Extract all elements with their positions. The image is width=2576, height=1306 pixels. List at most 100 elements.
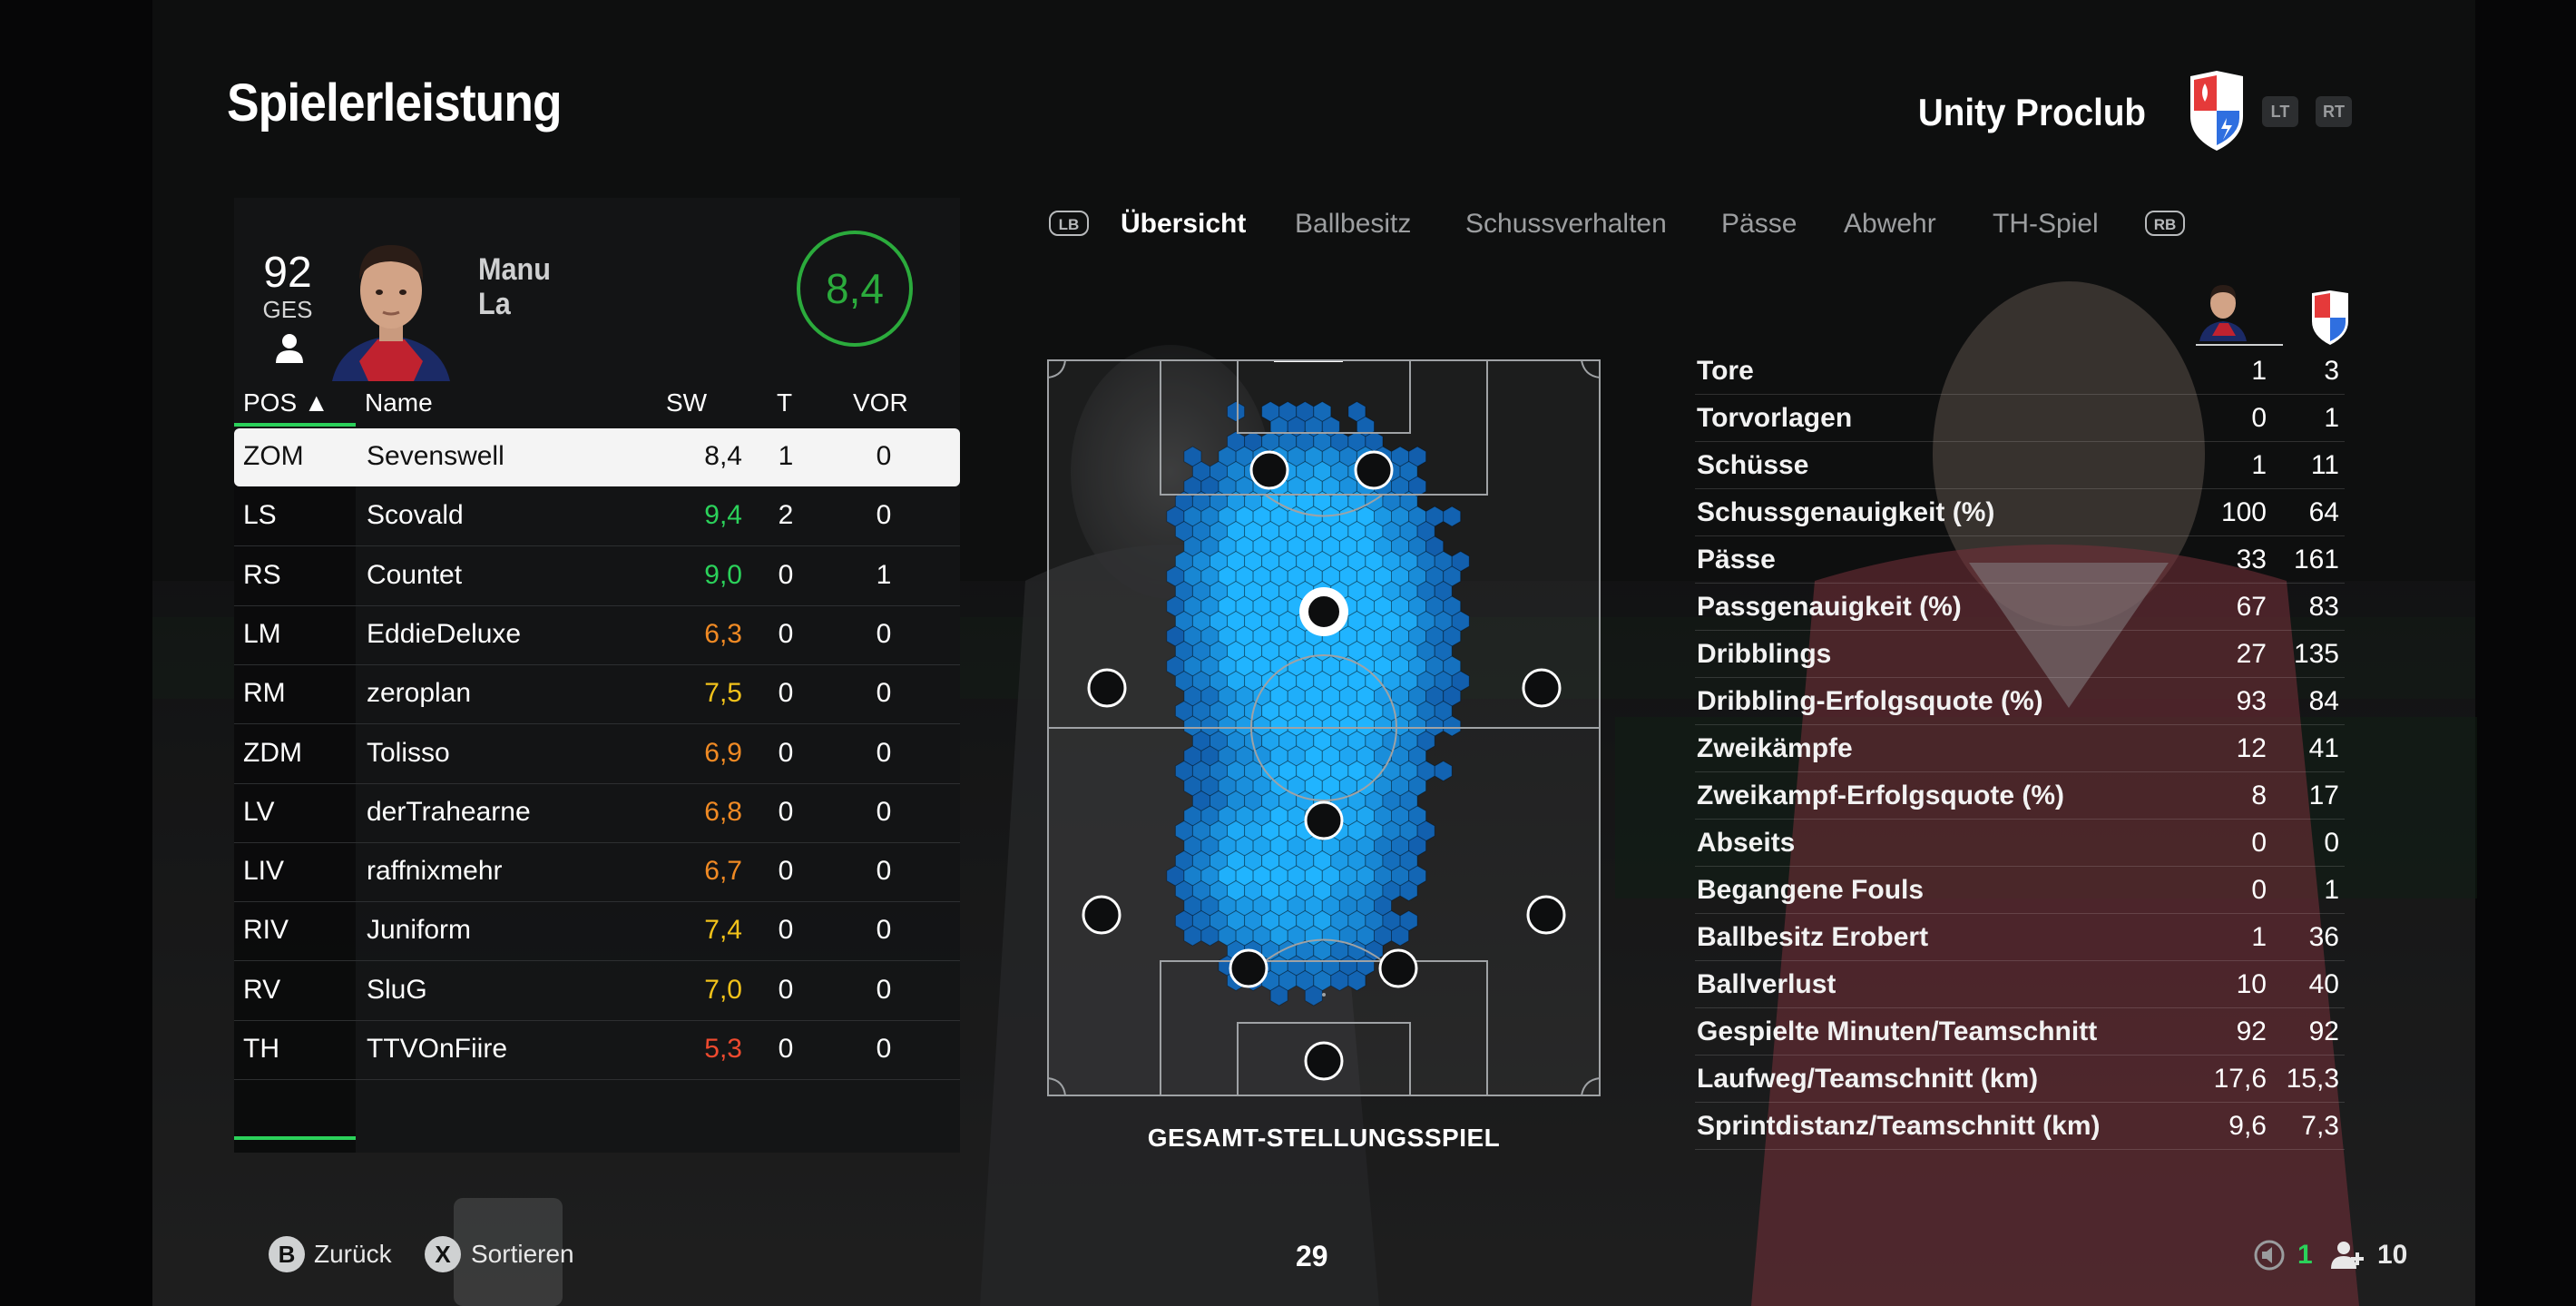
pos-cell: RV bbox=[243, 974, 281, 1005]
table-row[interactable]: RS Countet 9,0 0 1 bbox=[234, 547, 960, 606]
name-cell: Scovald bbox=[367, 500, 464, 531]
stat-player-value: 0 bbox=[2251, 828, 2267, 858]
lb-bumper-icon[interactable]: LB bbox=[1049, 211, 1089, 236]
stat-player-value: 12 bbox=[2236, 733, 2267, 763]
table-row[interactable]: ZDM Tolisso 6,9 0 0 bbox=[234, 725, 960, 784]
goals-cell: 0 bbox=[778, 796, 794, 827]
stat-team-value: 92 bbox=[2308, 1016, 2339, 1046]
position-column bbox=[234, 428, 356, 1153]
team-mini-crest-icon bbox=[2312, 290, 2348, 345]
goals-cell: 0 bbox=[778, 856, 794, 887]
table-row[interactable]: TH TTVOnFiire 5,3 0 0 bbox=[234, 1021, 960, 1080]
player-mini-avatar-icon bbox=[2196, 285, 2283, 346]
assists-cell: 0 bbox=[876, 618, 892, 649]
back-label[interactable]: Zurück bbox=[314, 1240, 392, 1268]
table-row[interactable]: LS Scovald 9,4 2 0 bbox=[234, 487, 960, 547]
stat-row: Begangene Fouls 0 1 bbox=[1695, 867, 2345, 914]
heat-cell bbox=[1269, 985, 1288, 1007]
rating-cell: 9,0 bbox=[704, 559, 742, 590]
heat-cell bbox=[1227, 400, 1246, 423]
tab-th-spiel[interactable]: TH-Spiel bbox=[1993, 209, 2099, 239]
rating-cell: 7,0 bbox=[704, 974, 742, 1005]
column-header-name[interactable]: Name bbox=[365, 388, 433, 417]
heat-cell bbox=[1330, 969, 1349, 992]
person-icon bbox=[276, 334, 303, 363]
stat-player-value: 93 bbox=[2236, 686, 2267, 716]
assists-cell: 0 bbox=[876, 974, 892, 1005]
players-icon bbox=[2331, 1242, 2364, 1269]
stat-player-value: 27 bbox=[2236, 639, 2267, 669]
assists-cell: 0 bbox=[876, 856, 892, 887]
table-row[interactable]: LIV raffnixmehr 6,7 0 0 bbox=[234, 843, 960, 903]
stat-label: Sprintdistanz/Teamschnitt (km) bbox=[1697, 1111, 2101, 1141]
table-row[interactable]: LM EddieDeluxe 6,3 0 0 bbox=[234, 606, 960, 665]
heat-cell bbox=[1443, 715, 1462, 737]
goals-cell: 0 bbox=[778, 678, 794, 709]
name-cell: Juniform bbox=[367, 915, 472, 946]
stat-label: Gespielte Minuten/Teamschnitt bbox=[1697, 1016, 2098, 1046]
lt-trigger-icon[interactable]: LT bbox=[2262, 96, 2298, 127]
formation-dot bbox=[1378, 948, 1418, 988]
stat-row: Ballbesitz Erobert 1 36 bbox=[1695, 914, 2345, 961]
stat-label: Schüsse bbox=[1697, 450, 1809, 480]
x-button-icon[interactable]: X bbox=[425, 1236, 461, 1272]
table-row[interactable]: LV derTrahearne 6,8 0 0 bbox=[234, 784, 960, 843]
column-header-t[interactable]: T bbox=[777, 388, 793, 417]
tab-paesse[interactable]: Pässe bbox=[1721, 209, 1797, 239]
stat-row: Laufweg/Teamschnitt (km) 17,6 15,3 bbox=[1695, 1056, 2345, 1103]
goals-cell: 0 bbox=[778, 915, 794, 946]
overall-label: GES bbox=[262, 296, 313, 323]
page-number: 29 bbox=[1296, 1240, 1328, 1272]
rating-cell: 7,5 bbox=[704, 678, 742, 709]
formation-dot bbox=[1229, 948, 1268, 988]
player-avatar bbox=[332, 245, 450, 381]
assists-cell: 1 bbox=[876, 559, 892, 590]
page-title: Spielerleistung bbox=[227, 74, 563, 133]
heat-cell bbox=[1399, 879, 1418, 902]
stat-row: Torvorlagen 0 1 bbox=[1695, 395, 2345, 442]
heat-cell bbox=[1391, 925, 1410, 947]
stat-label: Passgenauigkeit (%) bbox=[1697, 592, 1962, 622]
goals-cell: 0 bbox=[778, 974, 794, 1005]
stat-player-value: 0 bbox=[2251, 875, 2267, 905]
table-row[interactable]: ZOM Sevenswell 8,4 1 0 bbox=[234, 428, 960, 486]
sort-label[interactable]: Sortieren bbox=[471, 1240, 574, 1268]
table-row[interactable]: RIV Juniform 7,4 0 0 bbox=[234, 902, 960, 962]
tab-uebersicht[interactable]: Übersicht bbox=[1121, 209, 1247, 239]
formation-dot bbox=[1522, 668, 1562, 708]
tab-schussverhalten[interactable]: Schussverhalten bbox=[1465, 209, 1667, 239]
rb-bumper-icon[interactable]: RB bbox=[2145, 211, 2185, 236]
table-row[interactable]: RM zeroplan 7,5 0 0 bbox=[234, 665, 960, 725]
stat-team-value: 40 bbox=[2308, 969, 2339, 999]
player-first-name: Manu bbox=[478, 252, 551, 287]
formation-dot bbox=[1082, 895, 1121, 935]
assists-cell: 0 bbox=[876, 915, 892, 946]
rating-cell: 5,3 bbox=[704, 1034, 742, 1064]
club-name: Unity Proclub bbox=[1917, 91, 2146, 133]
formation-dots bbox=[1082, 450, 1566, 1081]
pos-cell: RM bbox=[243, 678, 286, 709]
column-header-pos[interactable]: POS ▲ bbox=[243, 388, 329, 417]
formation-dot bbox=[1304, 1041, 1344, 1081]
stat-label: Ballbesitz Erobert bbox=[1697, 922, 1929, 952]
name-cell: Countet bbox=[367, 559, 463, 590]
tab-abwehr[interactable]: Abwehr bbox=[1844, 209, 1936, 239]
tab-ballbesitz[interactable]: Ballbesitz bbox=[1295, 209, 1412, 239]
stat-team-value: 36 bbox=[2308, 922, 2339, 952]
rt-trigger-icon[interactable]: RT bbox=[2316, 96, 2352, 127]
heatmap-cells bbox=[1166, 400, 1470, 1007]
column-header-sw[interactable]: SW bbox=[666, 388, 708, 417]
stat-player-value: 10 bbox=[2236, 969, 2267, 999]
rating-cell: 6,8 bbox=[704, 796, 742, 827]
stat-label: Zweikampf-Erfolgsquote (%) bbox=[1697, 781, 2065, 810]
stat-player-value: 9,6 bbox=[2228, 1111, 2267, 1141]
table-row[interactable]: RV SluG 7,0 0 0 bbox=[234, 962, 960, 1021]
club-crest-icon bbox=[2190, 71, 2243, 151]
stat-label: Abseits bbox=[1697, 828, 1796, 858]
column-header-vor[interactable]: VOR bbox=[853, 388, 908, 417]
name-cell: EddieDeluxe bbox=[367, 618, 522, 649]
stat-label: Begangene Fouls bbox=[1697, 875, 1925, 905]
b-button-icon[interactable]: B bbox=[269, 1236, 305, 1272]
stat-row: Dribblings 27 135 bbox=[1695, 631, 2345, 678]
selected-player-dot-inner bbox=[1307, 594, 1341, 629]
